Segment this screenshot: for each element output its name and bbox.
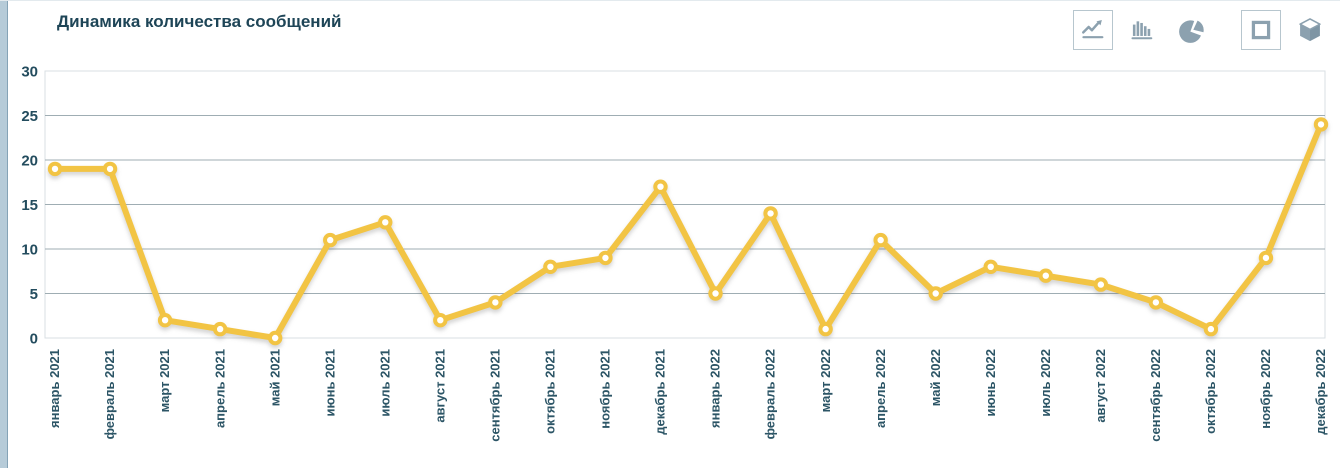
data-point-marker[interactable]: [267, 330, 283, 346]
x-axis-category-label: декабрь 2022: [1313, 349, 1328, 435]
y-axis-tick-label: 5: [30, 286, 38, 303]
data-point-marker[interactable]: [1203, 321, 1219, 337]
line-chart-icon: [1082, 20, 1104, 39]
chart-toolbar: [1073, 10, 1330, 50]
data-point-marker[interactable]: [928, 286, 943, 301]
data-point-marker[interactable]: [433, 313, 448, 328]
x-axis-category-label: июнь 2021: [322, 349, 337, 416]
pie-chart-icon: [1178, 19, 1204, 43]
3d-view-button[interactable]: [1290, 10, 1330, 50]
y-axis-tick-label: 25: [21, 108, 38, 125]
x-axis-category-label: январь 2022: [708, 349, 723, 428]
data-point-marker[interactable]: [157, 313, 173, 328]
data-point-marker[interactable]: [543, 259, 558, 275]
data-point-marker[interactable]: [378, 215, 393, 230]
2d-view-button[interactable]: [1241, 10, 1281, 50]
line-chart-type-button[interactable]: [1073, 10, 1113, 50]
data-point-marker[interactable]: [763, 206, 778, 221]
data-point-marker[interactable]: [212, 321, 228, 337]
data-point-marker[interactable]: [102, 161, 118, 177]
x-axis-category-label: август 2022: [1093, 349, 1108, 423]
chart-title: Динамика количества сообщений: [57, 12, 342, 31]
y-axis-tick-label: 30: [21, 63, 38, 80]
x-axis-category-label: май 2021: [267, 349, 282, 406]
x-axis-category-label: март 2021: [157, 349, 172, 412]
bar-chart-icon: [1131, 21, 1153, 40]
x-axis-category-label: январь 2021: [47, 349, 62, 428]
x-axis-category-label: декабрь 2021: [653, 349, 668, 435]
y-axis-tick-label: 15: [21, 197, 38, 214]
data-point-marker[interactable]: [1258, 250, 1274, 266]
data-point-marker[interactable]: [983, 259, 998, 275]
y-axis-tick-label: 20: [21, 152, 38, 169]
data-point-marker[interactable]: [708, 286, 723, 301]
x-axis-category-label: сентябрь 2021: [488, 349, 503, 442]
cube-3d-icon: [1299, 18, 1321, 42]
square-2d-icon: [1251, 20, 1271, 40]
x-axis-category-label: апрель 2022: [873, 349, 888, 428]
pie-chart-type-button[interactable]: [1171, 10, 1211, 50]
x-axis-category-label: июль 2021: [377, 349, 392, 417]
x-axis-category-label: февраль 2021: [102, 349, 117, 439]
x-axis-category-label: февраль 2022: [763, 349, 778, 439]
x-axis-category-label: ноябрь 2022: [1258, 349, 1273, 429]
x-axis-category-label: август 2021: [432, 349, 447, 423]
view-mode-button-group: [1241, 10, 1330, 50]
message-count-line-chart: 0 5 10 15 20 25 30 январь 2021 февраль 2021 март …: [21, 63, 1329, 442]
y-axis-tick-label: 0: [30, 330, 38, 347]
data-point-marker[interactable]: [653, 179, 668, 194]
x-axis-category-label: октябрь 2022: [1203, 349, 1218, 434]
data-point-marker[interactable]: [488, 295, 503, 310]
data-point-marker[interactable]: [1093, 277, 1109, 292]
bar-chart-type-button[interactable]: [1122, 10, 1162, 50]
data-point-marker[interactable]: [47, 161, 63, 177]
data-point-marker[interactable]: [818, 321, 833, 337]
data-point-marker[interactable]: [323, 232, 338, 248]
x-axis-category-label: март 2022: [818, 349, 833, 412]
data-point-marker[interactable]: [1038, 268, 1053, 283]
x-axis-category-label: май 2022: [928, 349, 943, 406]
data-point-marker[interactable]: [1313, 117, 1329, 132]
data-point-marker[interactable]: [598, 250, 613, 266]
x-axis-category-label: сентябрь 2022: [1148, 349, 1163, 442]
data-series: [47, 117, 1329, 346]
data-point-marker[interactable]: [873, 232, 888, 248]
x-axis-category-label: октябрь 2021: [543, 349, 558, 434]
chart-type-button-group: [1073, 10, 1211, 50]
panel-left-edge: [0, 1, 8, 468]
x-axis-category-label: июнь 2022: [983, 349, 998, 416]
x-axis-category-label: июль 2022: [1038, 349, 1053, 417]
y-axis-tick-label: 10: [21, 241, 38, 258]
x-axis-category-label: ноябрь 2021: [598, 349, 613, 429]
x-axis-category-label: апрель 2021: [212, 349, 227, 428]
data-point-marker[interactable]: [1148, 295, 1164, 310]
trend-line: [52, 121, 1324, 341]
